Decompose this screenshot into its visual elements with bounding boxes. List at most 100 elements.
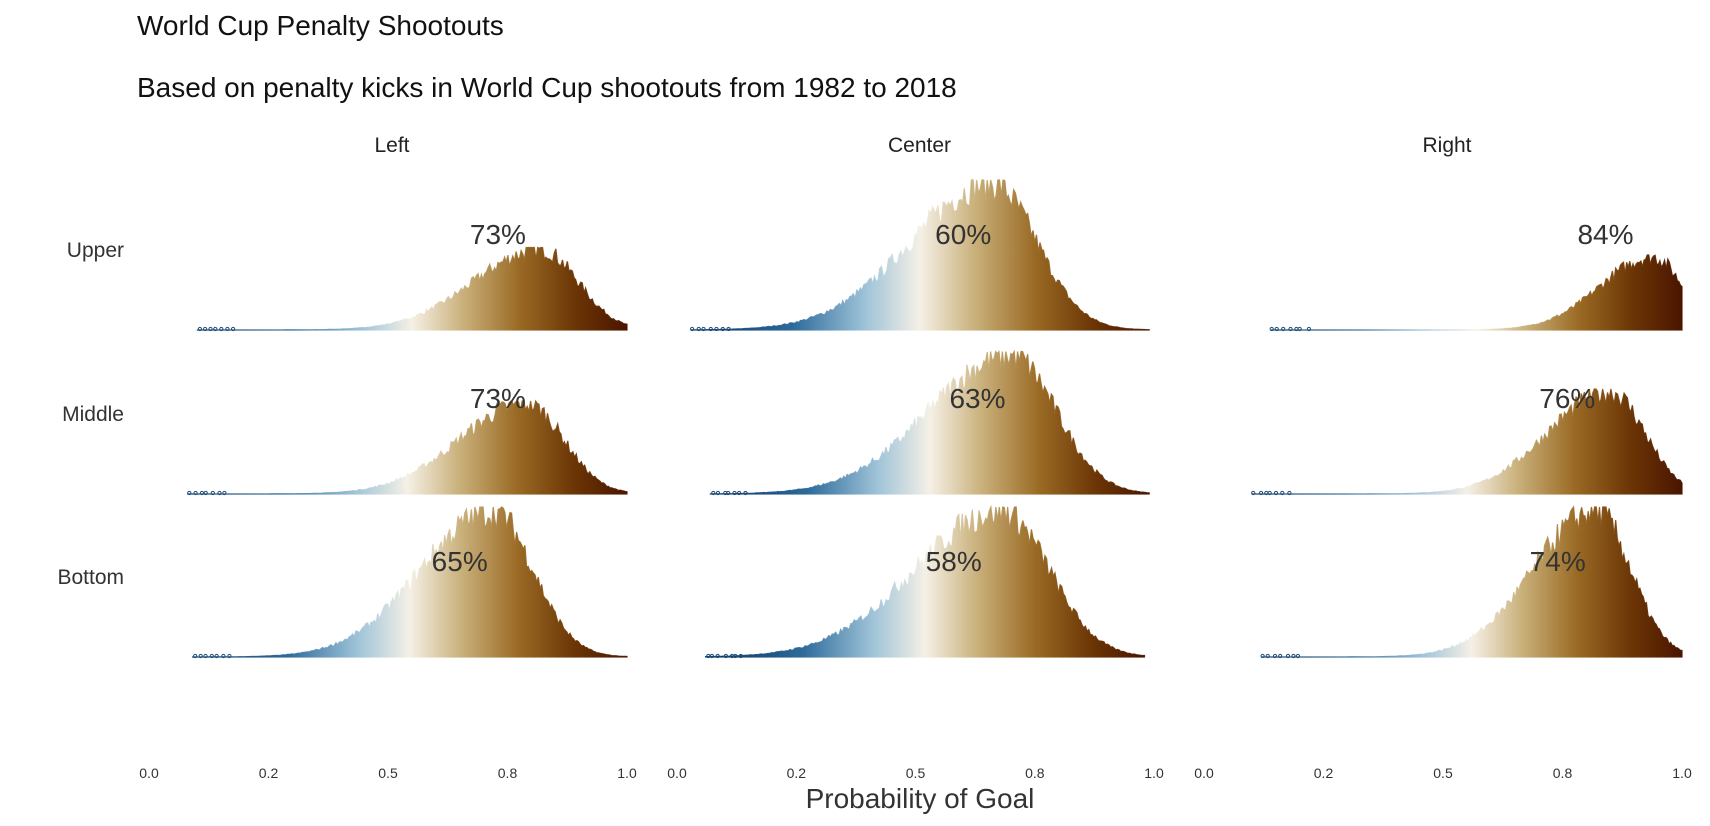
outlier-point (1264, 490, 1269, 496)
outlier-point (187, 490, 192, 496)
x-tick-label: 0.5 (1433, 765, 1453, 781)
outlier-point (225, 326, 230, 332)
outlier-point (219, 326, 224, 332)
histogram-outline (192, 506, 628, 658)
chart-title: World Cup Penalty Shootouts (137, 10, 504, 41)
outlier-point (733, 653, 738, 659)
row-labels: Upper Middle Bottom (57, 239, 124, 589)
outlier-point (1294, 326, 1299, 332)
facet-panel: 73% (196, 219, 628, 332)
outlier-point (1295, 653, 1301, 659)
outlier-point (193, 653, 198, 659)
facet-panels: 73% 60% 84% 73% 63% 76% 65% 58% 74% (187, 179, 1683, 659)
outlier-point (1260, 653, 1265, 659)
outlier-point (227, 653, 232, 659)
facet-panel: 60% (690, 179, 1150, 332)
facet-panel: 84% (1269, 219, 1683, 332)
outlier-point (708, 326, 713, 332)
percent-label: 84% (1577, 219, 1633, 250)
facet-panel: 63% (709, 349, 1150, 496)
histogram-outline (705, 504, 1146, 658)
outlier-point (203, 490, 208, 496)
outlier-point (1267, 490, 1272, 496)
histogram-outline (1261, 505, 1683, 658)
histogram-outline (187, 399, 628, 495)
facet-panel: 65% (192, 506, 628, 659)
outlier-point (715, 490, 721, 496)
percent-label: 58% (926, 546, 982, 577)
column-label: Right (1422, 134, 1471, 157)
outlier-point (726, 490, 731, 496)
outlier-point (203, 653, 208, 659)
outlier-point (198, 653, 203, 659)
outlier-point (1259, 490, 1264, 496)
histogram-area (187, 401, 627, 494)
outlier-point (213, 326, 218, 332)
x-tick-label: 0.2 (259, 765, 279, 781)
percent-label: 74% (1530, 546, 1586, 577)
histogram-area (691, 180, 1150, 330)
row-label: Upper (67, 239, 124, 262)
x-tick-label: 1.0 (1672, 765, 1692, 781)
outlier-point (231, 326, 236, 332)
x-tick-label: 1.0 (617, 765, 637, 781)
outlier-point (690, 326, 695, 332)
outlier-point (1272, 653, 1278, 659)
outlier-point (210, 490, 215, 496)
outlier-point (715, 653, 720, 659)
histogram-outline (1251, 388, 1683, 495)
outlier-point (1273, 490, 1279, 496)
outlier-point (217, 490, 222, 496)
outlier-point (193, 490, 198, 496)
x-tick-label: 0.0 (139, 765, 159, 781)
row-label: Bottom (57, 566, 124, 589)
column-label: Left (374, 134, 409, 157)
outlier-point (209, 653, 214, 659)
percent-label: 60% (935, 219, 991, 250)
outlier-point (222, 490, 227, 496)
outlier-point (214, 653, 219, 659)
x-tick-label: 0.0 (1194, 765, 1214, 781)
x-tick-label: 0.8 (1553, 765, 1573, 781)
outlier-point (720, 326, 725, 332)
outlier-point (1281, 326, 1286, 332)
outlier-point (737, 490, 742, 496)
percent-label: 73% (470, 219, 526, 250)
outlier-point (701, 326, 706, 332)
outlier-point (1251, 490, 1256, 496)
outlier-point (1285, 653, 1291, 659)
x-tick-label: 0.2 (787, 765, 807, 781)
x-axis-ticks: 0.0 0.2 0.5 0.8 1.0 0.0 0.2 0.5 0.8 1.0 0.0 0.2 0.5 0… (139, 765, 1692, 781)
chart-subtitle: Based on penalty kicks in World Cup shoo… (137, 72, 957, 103)
outlier-point (1269, 326, 1274, 332)
outlier-point (732, 490, 737, 496)
facet-panel: 74% (1260, 505, 1683, 659)
outlier-point (221, 653, 226, 659)
percent-label: 63% (949, 383, 1005, 414)
facet-panel: 76% (1251, 383, 1683, 496)
outlier-point (738, 653, 743, 659)
histogram-area (710, 351, 1150, 494)
outlier-point (1280, 490, 1285, 496)
outlier-point (726, 326, 731, 332)
histogram-outline (196, 246, 628, 331)
x-tick-label: 0.0 (667, 765, 687, 781)
histogram-area (1261, 507, 1682, 657)
outlier-point (714, 326, 719, 332)
x-axis-title: Probability of Goal (806, 783, 1035, 814)
outlier-point (1274, 326, 1279, 332)
outlier-point (1287, 490, 1292, 496)
x-tick-label: 0.2 (1314, 765, 1334, 781)
outlier-point (203, 326, 208, 332)
x-tick-label: 1.0 (1144, 765, 1164, 781)
facet-panel: 58% (705, 504, 1146, 659)
outlier-point (199, 490, 204, 496)
outlier-point (711, 490, 716, 496)
outlier-point (1291, 653, 1296, 659)
outlier-point (696, 326, 701, 332)
column-label: Center (888, 134, 951, 157)
histogram-outline (1270, 254, 1683, 331)
outlier-point (1306, 326, 1312, 332)
outlier-point (723, 653, 729, 659)
